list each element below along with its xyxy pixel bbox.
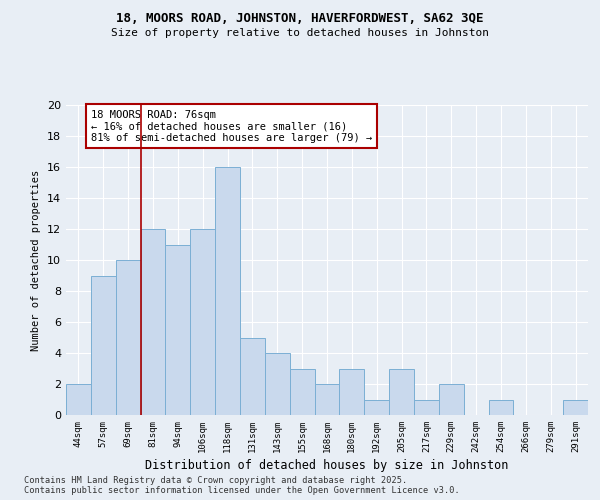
- Bar: [240, 338, 265, 415]
- Text: Contains HM Land Registry data © Crown copyright and database right 2025.
Contai: Contains HM Land Registry data © Crown c…: [24, 476, 460, 495]
- X-axis label: Distribution of detached houses by size in Johnston: Distribution of detached houses by size …: [145, 459, 509, 472]
- Bar: [116, 260, 140, 415]
- Bar: [439, 384, 464, 415]
- Bar: [340, 368, 364, 415]
- Bar: [389, 368, 414, 415]
- Bar: [314, 384, 340, 415]
- Text: 18, MOORS ROAD, JOHNSTON, HAVERFORDWEST, SA62 3QE: 18, MOORS ROAD, JOHNSTON, HAVERFORDWEST,…: [116, 12, 484, 26]
- Bar: [140, 229, 166, 415]
- Text: Size of property relative to detached houses in Johnston: Size of property relative to detached ho…: [111, 28, 489, 38]
- Text: 18 MOORS ROAD: 76sqm
← 16% of detached houses are smaller (16)
81% of semi-detac: 18 MOORS ROAD: 76sqm ← 16% of detached h…: [91, 110, 372, 143]
- Bar: [91, 276, 116, 415]
- Bar: [488, 400, 514, 415]
- Bar: [563, 400, 588, 415]
- Bar: [364, 400, 389, 415]
- Bar: [190, 229, 215, 415]
- Bar: [290, 368, 314, 415]
- Bar: [215, 167, 240, 415]
- Bar: [265, 353, 290, 415]
- Bar: [414, 400, 439, 415]
- Bar: [66, 384, 91, 415]
- Y-axis label: Number of detached properties: Number of detached properties: [31, 170, 41, 350]
- Bar: [166, 244, 190, 415]
